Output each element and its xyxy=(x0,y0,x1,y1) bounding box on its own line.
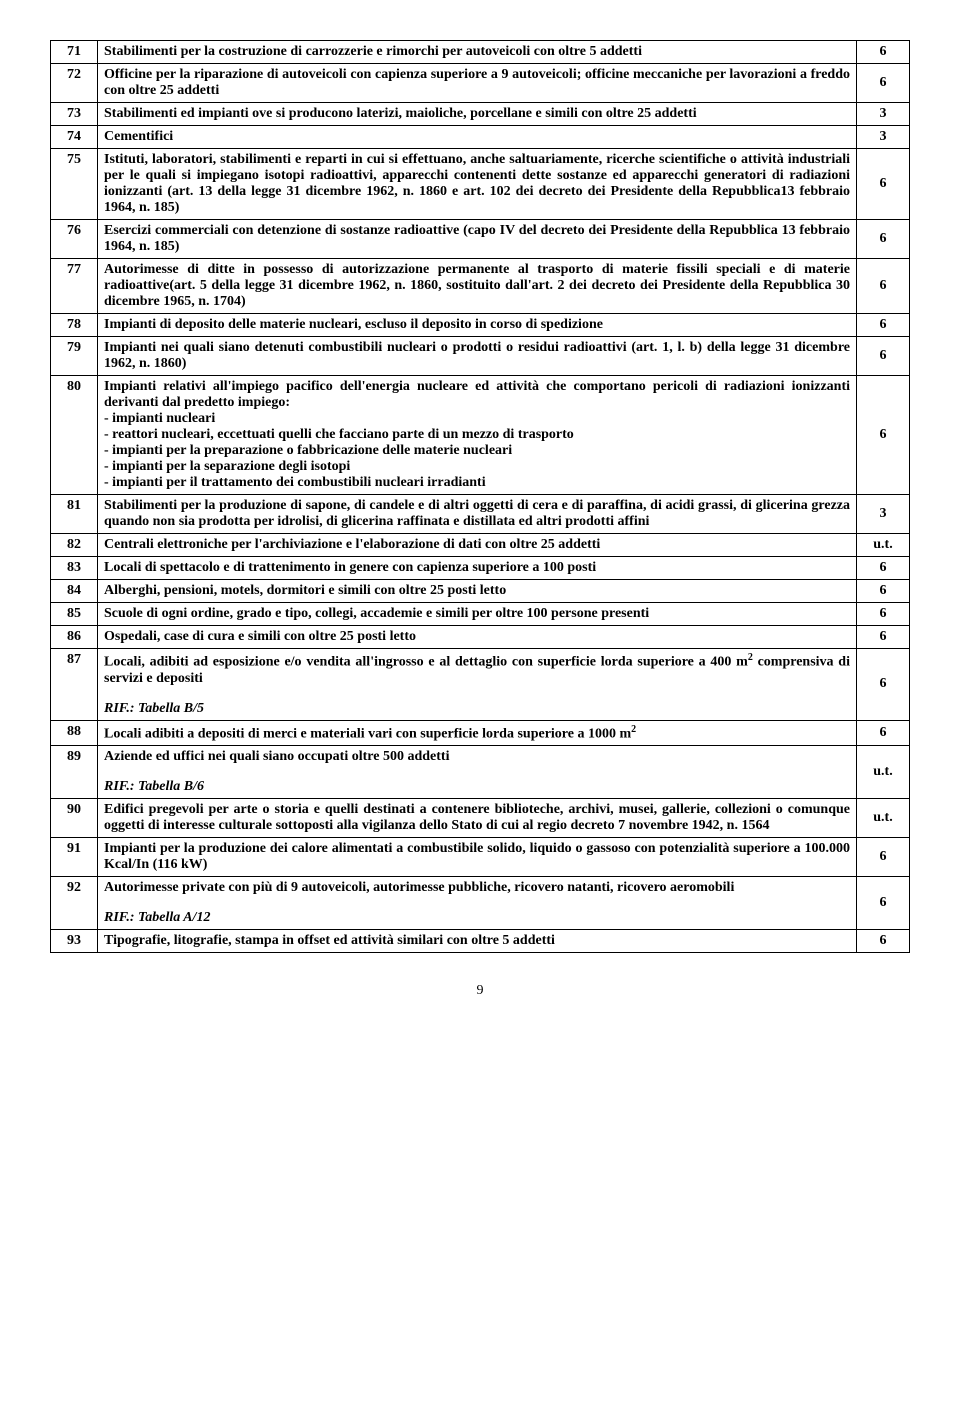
row-value: 6 xyxy=(857,259,910,314)
row-value: 6 xyxy=(857,626,910,649)
row-description: Locali, adibiti ad esposizione e/o vendi… xyxy=(98,649,857,721)
row-number: 88 xyxy=(51,720,98,746)
table-row: 73Stabilimenti ed impianti ove si produc… xyxy=(51,103,910,126)
row-description: Ospedali, case di cura e simili con oltr… xyxy=(98,626,857,649)
table-row: 92Autorimesse private con più di 9 autov… xyxy=(51,877,910,930)
row-value: 3 xyxy=(857,495,910,534)
row-value: 6 xyxy=(857,220,910,259)
row-number: 76 xyxy=(51,220,98,259)
row-value: 6 xyxy=(857,557,910,580)
row-value: 6 xyxy=(857,41,910,64)
table-row: 87Locali, adibiti ad esposizione e/o ven… xyxy=(51,649,910,721)
row-description: Autorimesse di ditte in possesso di auto… xyxy=(98,259,857,314)
page-number: 9 xyxy=(50,983,910,999)
row-number: 86 xyxy=(51,626,98,649)
table-row: 75Istituti, laboratori, stabilimenti e r… xyxy=(51,149,910,220)
table-row: 85Scuole di ogni ordine, grado e tipo, c… xyxy=(51,603,910,626)
regulation-table: 71Stabilimenti per la costruzione di car… xyxy=(50,40,910,953)
row-value: 6 xyxy=(857,649,910,721)
table-row: 86Ospedali, case di cura e simili con ol… xyxy=(51,626,910,649)
row-number: 83 xyxy=(51,557,98,580)
row-value: 6 xyxy=(857,580,910,603)
row-number: 84 xyxy=(51,580,98,603)
table-row: 72Officine per la riparazione di autovei… xyxy=(51,64,910,103)
row-number: 75 xyxy=(51,149,98,220)
table-row: 89Aziende ed uffici nei quali siano occu… xyxy=(51,746,910,799)
row-description: Impianti nei quali siano detenuti combus… xyxy=(98,337,857,376)
row-value: 6 xyxy=(857,376,910,495)
row-value: u.t. xyxy=(857,534,910,557)
row-number: 77 xyxy=(51,259,98,314)
row-description: Stabilimenti ed impianti ove si producon… xyxy=(98,103,857,126)
table-row: 90Edifici pregevoli per arte o storia e … xyxy=(51,799,910,838)
row-value: u.t. xyxy=(857,799,910,838)
row-description: Centrali elettroniche per l'archiviazion… xyxy=(98,534,857,557)
row-number: 81 xyxy=(51,495,98,534)
table-row: 79Impianti nei quali siano detenuti comb… xyxy=(51,337,910,376)
row-value: 6 xyxy=(857,930,910,953)
row-number: 82 xyxy=(51,534,98,557)
row-description: Aziende ed uffici nei quali siano occupa… xyxy=(98,746,857,799)
row-reference: RIF.: Tabella B/5 xyxy=(104,701,850,717)
row-value: 6 xyxy=(857,64,910,103)
row-number: 72 xyxy=(51,64,98,103)
row-description: Autorimesse private con più di 9 autovei… xyxy=(98,877,857,930)
table-row: 71Stabilimenti per la costruzione di car… xyxy=(51,41,910,64)
table-row: 77Autorimesse di ditte in possesso di au… xyxy=(51,259,910,314)
row-value: 6 xyxy=(857,720,910,746)
row-reference: RIF.: Tabella A/12 xyxy=(104,910,850,926)
row-value: 6 xyxy=(857,337,910,376)
table-row: 82Centrali elettroniche per l'archiviazi… xyxy=(51,534,910,557)
row-number: 87 xyxy=(51,649,98,721)
row-number: 73 xyxy=(51,103,98,126)
row-description: Impianti per la produzione dei calore al… xyxy=(98,838,857,877)
row-number: 92 xyxy=(51,877,98,930)
row-value: 6 xyxy=(857,149,910,220)
row-value: 3 xyxy=(857,126,910,149)
row-value: u.t. xyxy=(857,746,910,799)
row-number: 74 xyxy=(51,126,98,149)
row-reference: RIF.: Tabella B/6 xyxy=(104,779,850,795)
row-description: Edifici pregevoli per arte o storia e qu… xyxy=(98,799,857,838)
table-row: 93Tipografie, litografie, stampa in offs… xyxy=(51,930,910,953)
row-description: Esercizi commerciali con detenzione di s… xyxy=(98,220,857,259)
row-number: 79 xyxy=(51,337,98,376)
row-number: 93 xyxy=(51,930,98,953)
row-description: Locali di spettacolo e di trattenimento … xyxy=(98,557,857,580)
table-row: 91Impianti per la produzione dei calore … xyxy=(51,838,910,877)
table-row: 74Cementifici3 xyxy=(51,126,910,149)
row-description: Stabilimenti per la produzione di sapone… xyxy=(98,495,857,534)
row-number: 85 xyxy=(51,603,98,626)
row-description: Scuole di ogni ordine, grado e tipo, col… xyxy=(98,603,857,626)
row-description: Impianti relativi all'impiego pacifico d… xyxy=(98,376,857,495)
row-number: 78 xyxy=(51,314,98,337)
row-description: Istituti, laboratori, stabilimenti e rep… xyxy=(98,149,857,220)
table-row: 88Locali adibiti a depositi di merci e m… xyxy=(51,720,910,746)
row-number: 89 xyxy=(51,746,98,799)
table-row: 83Locali di spettacolo e di tratteniment… xyxy=(51,557,910,580)
table-row: 84Alberghi, pensioni, motels, dormitori … xyxy=(51,580,910,603)
row-number: 71 xyxy=(51,41,98,64)
table-row: 80Impianti relativi all'impiego pacifico… xyxy=(51,376,910,495)
row-value: 6 xyxy=(857,603,910,626)
table-row: 81Stabilimenti per la produzione di sapo… xyxy=(51,495,910,534)
row-description: Tipografie, litografie, stampa in offset… xyxy=(98,930,857,953)
row-description: Impianti di deposito delle materie nucle… xyxy=(98,314,857,337)
row-number: 80 xyxy=(51,376,98,495)
row-description: Alberghi, pensioni, motels, dormitori e … xyxy=(98,580,857,603)
row-value: 3 xyxy=(857,103,910,126)
row-number: 90 xyxy=(51,799,98,838)
row-description: Cementifici xyxy=(98,126,857,149)
row-value: 6 xyxy=(857,838,910,877)
row-value: 6 xyxy=(857,314,910,337)
table-row: 78Impianti di deposito delle materie nuc… xyxy=(51,314,910,337)
row-description: Officine per la riparazione di autoveico… xyxy=(98,64,857,103)
row-number: 91 xyxy=(51,838,98,877)
row-value: 6 xyxy=(857,877,910,930)
table-row: 76Esercizi commerciali con detenzione di… xyxy=(51,220,910,259)
row-description: Locali adibiti a depositi di merci e mat… xyxy=(98,720,857,746)
row-description: Stabilimenti per la costruzione di carro… xyxy=(98,41,857,64)
